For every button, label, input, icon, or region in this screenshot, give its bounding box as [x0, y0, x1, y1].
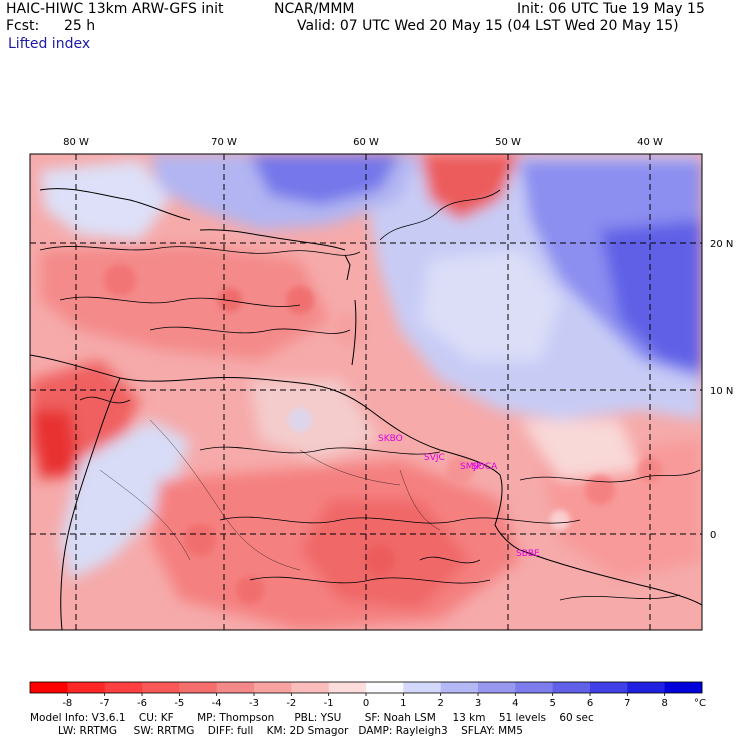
colorbar-tick-label: -4 — [212, 698, 222, 709]
model-version: Model Info: V3.6.1 — [30, 712, 126, 724]
sf-scheme: SF: Noah LSM — [364, 712, 436, 724]
lat-label: 20 N — [710, 239, 733, 250]
org-label: NCAR/MMM — [274, 1, 355, 17]
colorbar-swatch — [440, 682, 479, 693]
field-name: Lifted index — [8, 36, 91, 52]
station-label: SBBE — [516, 549, 540, 559]
colorbar-swatch — [179, 682, 218, 693]
colorbar-tick-label: 6 — [587, 698, 593, 709]
colorbar-swatch — [291, 682, 330, 693]
levels: 51 levels — [498, 712, 546, 724]
lw-scheme: LW: RRTMG — [58, 725, 117, 737]
coastlines — [30, 188, 702, 630]
graticule — [30, 154, 702, 630]
colorbar-swatch — [30, 682, 68, 693]
resolution: 13 km — [452, 712, 486, 724]
colorbar-tick-label: 8 — [661, 698, 667, 709]
colorbar-swatch — [515, 682, 554, 693]
km-scheme: KM: 2D Smagor — [266, 725, 349, 737]
mp-scheme: MP: Thompson — [197, 712, 275, 724]
map-frame — [29, 153, 703, 631]
colorbar-swatch — [552, 682, 591, 693]
colorbar-swatch — [104, 682, 143, 693]
colorbar-tick-label: 1 — [400, 698, 406, 709]
model-title: HAIC-HIWC 13km ARW-GFS init — [6, 1, 224, 17]
colorbar-tick-label: 2 — [437, 698, 443, 709]
colorbar-tick-label: -5 — [174, 698, 184, 709]
valid-time: Valid: 07 UTC Wed 20 May 15 (04 LST Wed … — [297, 18, 679, 34]
colorbar-swatch — [664, 682, 703, 693]
colorbar-tick-label: 5 — [549, 698, 555, 709]
cu-scheme: CU: KF — [138, 712, 174, 724]
country-borders — [99, 419, 441, 571]
forecast-label: Fcst: — [6, 18, 40, 34]
colorbar-tick-label: -7 — [100, 698, 110, 709]
lon-label: 70 W — [211, 137, 237, 148]
model-info-line2: LW: RRTMG SW: RRTMG DIFF: full KM: 2D Sm… — [58, 725, 523, 737]
lifted-index-field — [30, 154, 702, 630]
lon-label: 40 W — [637, 137, 663, 148]
colorbar-swatch — [590, 682, 628, 693]
station-label: SVJC — [424, 453, 445, 463]
colorbar-tick-label: 7 — [624, 698, 630, 709]
colorbar-tick-label: -2 — [286, 698, 296, 709]
damp-scheme: DAMP: Rayleigh3 — [358, 725, 448, 737]
diff-scheme: DIFF: full — [207, 725, 254, 737]
contour-lines — [39, 189, 701, 601]
pbl-scheme: PBL: YSU — [294, 712, 342, 724]
colorbar-tick-label: 3 — [475, 698, 481, 709]
lon-label: 50 W — [495, 137, 521, 148]
init-time: Init: 06 UTC Tue 19 May 15 — [517, 1, 705, 17]
sw-scheme: SW: RRTMG — [133, 725, 195, 737]
colorbar: -8 -7 -6 -5 -4 -3 -2 -1 0 1 2 3 4 5 6 7 8 — [29, 681, 703, 709]
station-label: SKBO — [378, 434, 403, 444]
lat-label: 0 — [710, 530, 716, 541]
colorbar-tick-label: -1 — [324, 698, 334, 709]
colorbar-swatch — [366, 682, 404, 693]
colorbar-tick-label: 0 — [363, 698, 369, 709]
colorbar-swatch — [67, 682, 106, 693]
model-info-line1: Model Info: V3.6.1 CU: KF MP: Thompson P… — [30, 712, 594, 724]
colorbar-tick-label: -8 — [62, 698, 72, 709]
colorbar-swatch — [216, 682, 255, 693]
timestep: 60 sec — [559, 712, 594, 724]
colorbar-swatch — [142, 682, 180, 693]
colorbar-tick-label: -6 — [137, 698, 147, 709]
station-label: SOCA — [472, 462, 498, 472]
colorbar-swatch — [478, 682, 516, 693]
colorbar-swatch — [403, 682, 442, 693]
colorbar-tick-label: 4 — [512, 698, 518, 709]
colorbar-swatch — [627, 682, 666, 693]
lon-label: 60 W — [353, 137, 379, 148]
colorbar-swatch — [254, 682, 292, 693]
colorbar-tick-label: -3 — [249, 698, 259, 709]
lat-label: 10 N — [710, 386, 733, 397]
colorbar-unit: °C — [694, 698, 706, 709]
lon-label: 80 W — [63, 137, 89, 148]
station-label: SMJP — [460, 462, 482, 472]
colorbar-swatch — [328, 682, 367, 693]
sflay-scheme: SFLAY: MM5 — [461, 725, 523, 737]
forecast-hours: 25 h — [64, 18, 96, 34]
